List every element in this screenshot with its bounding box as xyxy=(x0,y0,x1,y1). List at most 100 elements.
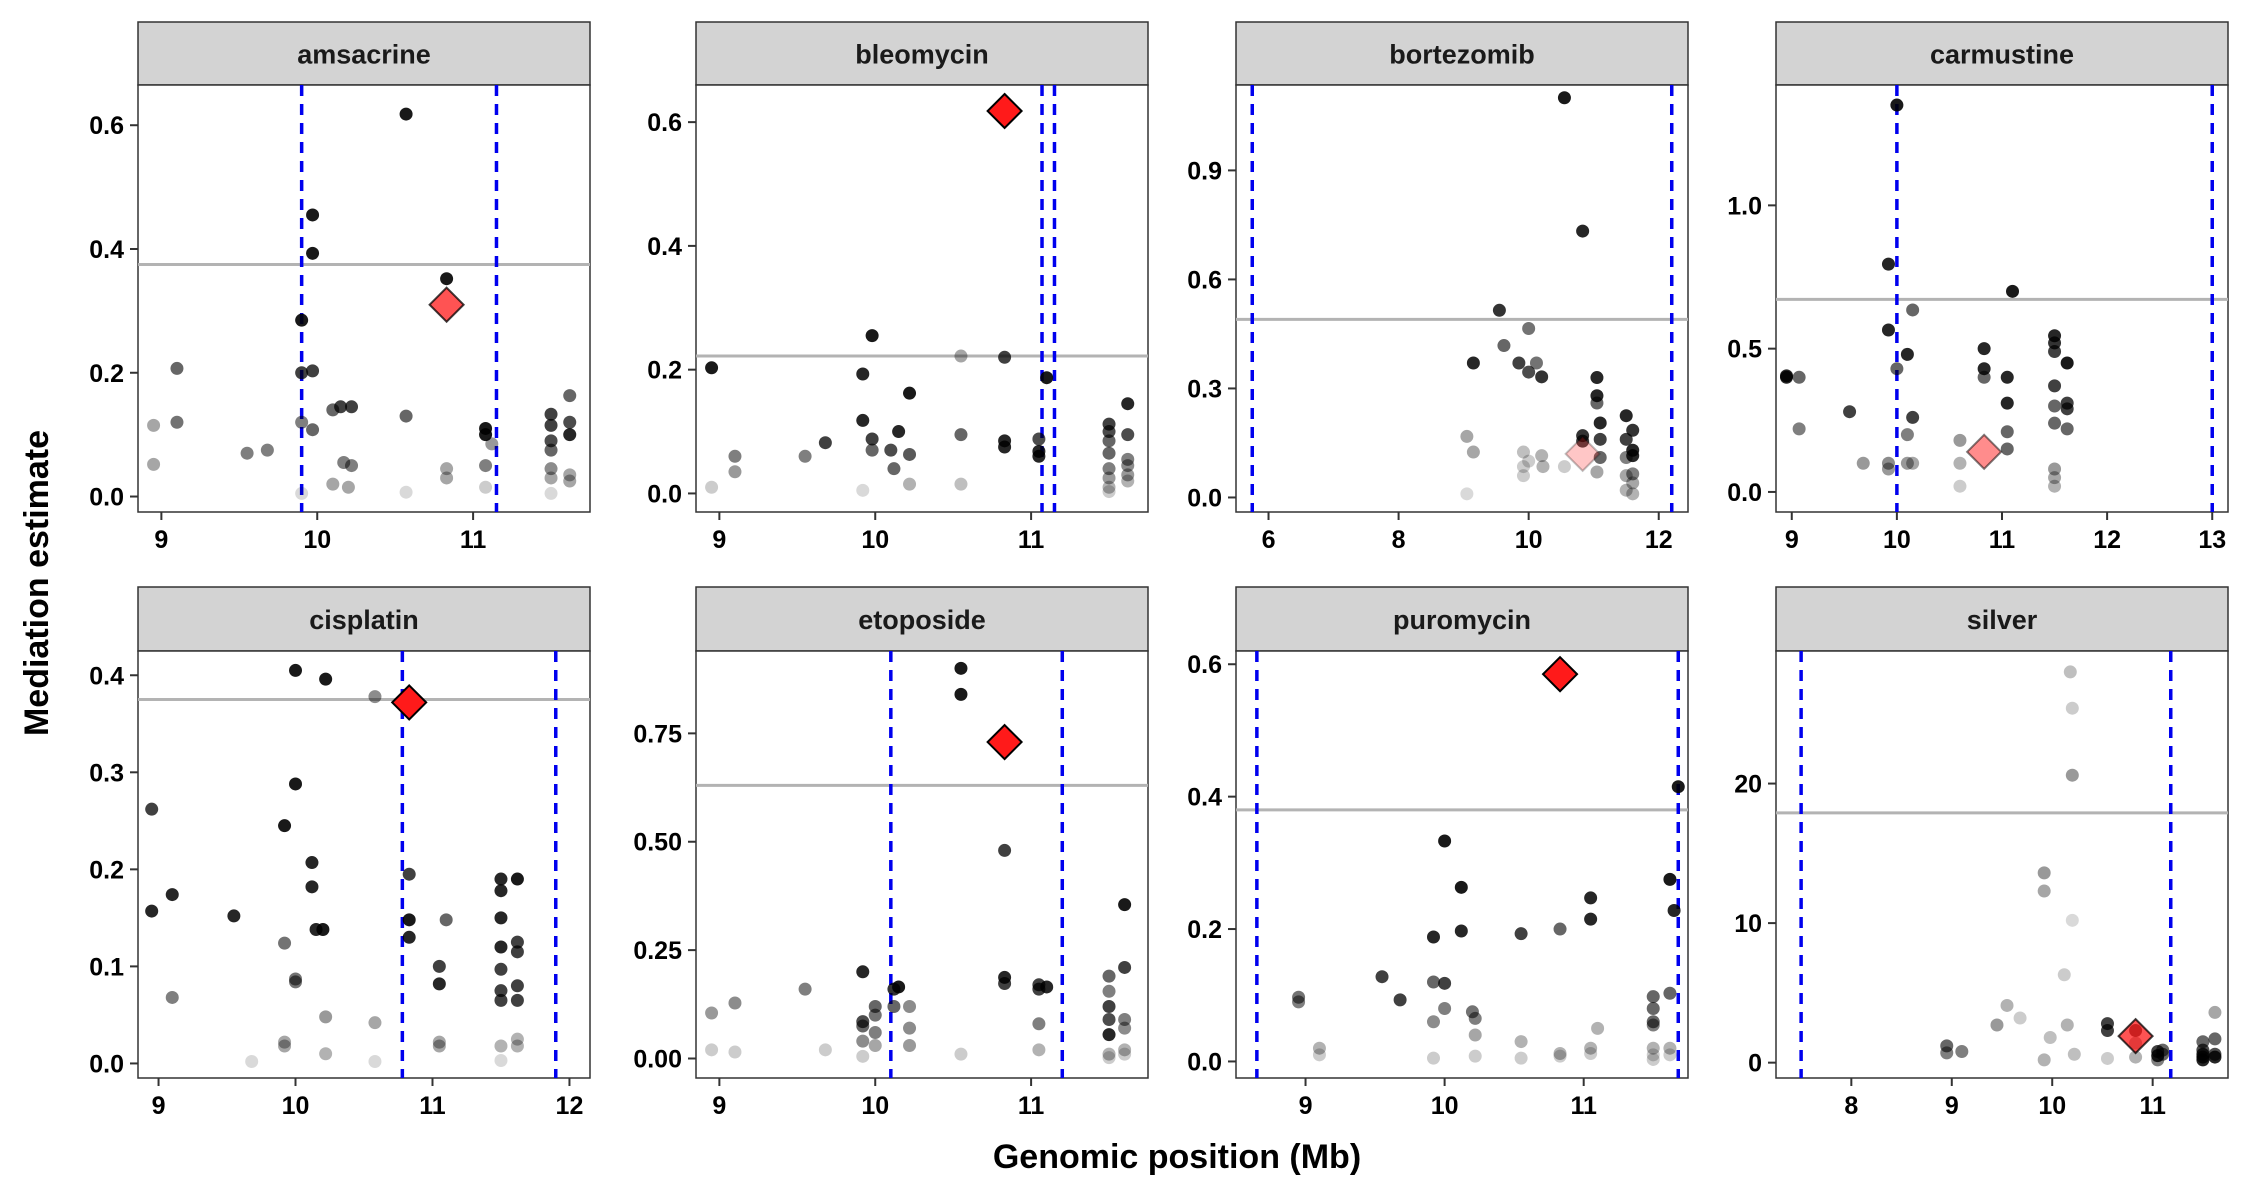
data-point xyxy=(326,477,340,491)
facet-panel-etoposide: etoposide 0.00 0.25 0.50 0.75 9 10 11 xyxy=(633,586,1149,1120)
data-point xyxy=(494,1039,508,1053)
data-point xyxy=(432,959,446,973)
data-point xyxy=(1460,487,1474,501)
data-point xyxy=(544,443,558,457)
data-point xyxy=(1514,1035,1528,1049)
data-point xyxy=(1121,428,1135,442)
y-tick-label: 0.2 xyxy=(89,856,124,884)
data-point xyxy=(1393,993,1407,1007)
data-point xyxy=(2060,356,2074,370)
facet-strip xyxy=(695,21,1149,86)
data-point xyxy=(2196,1053,2210,1067)
data-point xyxy=(1102,462,1116,476)
data-point xyxy=(563,415,577,429)
data-point xyxy=(1536,460,1550,474)
data-point xyxy=(165,990,179,1004)
x-tick-label: 9 xyxy=(1945,1092,1959,1120)
data-point xyxy=(1953,433,1967,447)
data-point xyxy=(368,1016,382,1030)
data-point xyxy=(278,1035,292,1049)
data-point xyxy=(494,872,508,886)
y-tick-label: 0.2 xyxy=(1187,916,1222,944)
data-point xyxy=(1619,409,1633,423)
data-point xyxy=(2037,866,2051,880)
data-point xyxy=(1626,423,1640,437)
data-point xyxy=(1593,450,1607,464)
x-tick-label: 8 xyxy=(1392,526,1406,554)
data-point xyxy=(1121,459,1135,473)
data-point xyxy=(432,977,446,991)
data-point xyxy=(1663,872,1677,886)
y-tick-label: 0.3 xyxy=(89,759,124,787)
data-point xyxy=(399,409,413,423)
data-point xyxy=(1576,434,1590,448)
data-point xyxy=(1535,370,1549,384)
facet-strip-label: amsacrine xyxy=(297,40,431,70)
data-point xyxy=(2065,768,2079,782)
data-point xyxy=(868,1025,882,1039)
data-point xyxy=(2000,370,2014,384)
data-point xyxy=(1032,449,1046,463)
x-tick-label: 11 xyxy=(1018,1092,1045,1120)
data-point xyxy=(1667,904,1681,918)
facet-panel-cisplatin: cisplatin 0.0 0.1 0.2 0.3 0.4 9 10 11 12 xyxy=(89,586,591,1120)
facet-panel-bortezomib: bortezomib 0.0 0.3 0.6 0.9 6 8 10 12 xyxy=(1187,21,1689,554)
data-point xyxy=(2060,1018,2074,1032)
data-point xyxy=(295,486,309,500)
data-point xyxy=(510,872,524,886)
data-point xyxy=(1118,1047,1132,1061)
data-point xyxy=(954,477,968,491)
data-point xyxy=(402,930,416,944)
data-point xyxy=(1626,476,1640,490)
x-tick-label: 10 xyxy=(282,1092,310,1120)
data-point xyxy=(1553,922,1567,936)
data-point xyxy=(1118,1043,1132,1057)
data-point xyxy=(432,1035,446,1049)
x-tick-label: 12 xyxy=(2093,526,2121,554)
data-point xyxy=(1102,480,1116,494)
panels-group: amsacrine 0.0 0.2 0.4 0.6 9 10 11 bleomycin 0.0 0.… xyxy=(89,21,2229,1120)
x-tick-label: 13 xyxy=(2198,526,2226,554)
y-tick-label: 0.9 xyxy=(1187,157,1222,185)
y-tick-label: 0.25 xyxy=(633,937,682,965)
data-point xyxy=(2065,913,2079,927)
data-point xyxy=(1102,425,1116,439)
data-point xyxy=(2208,1032,2222,1046)
data-point xyxy=(1906,456,1920,470)
data-point xyxy=(1522,365,1536,379)
data-point xyxy=(1626,467,1640,481)
x-tick-label: 9 xyxy=(712,526,726,554)
facet-strip-label: etoposide xyxy=(858,605,986,635)
data-point xyxy=(1460,429,1474,443)
x-tick-label: 9 xyxy=(1299,1092,1313,1120)
data-point xyxy=(856,1034,870,1048)
data-point xyxy=(705,480,719,494)
y-tick-label: 0.6 xyxy=(647,109,682,137)
data-point xyxy=(316,923,330,937)
data-point xyxy=(1492,303,1506,317)
y-tick-label: 0.0 xyxy=(647,480,682,508)
x-tick-label: 9 xyxy=(712,1092,726,1120)
data-point xyxy=(260,443,274,457)
data-point xyxy=(1466,445,1480,459)
x-tick-label: 9 xyxy=(152,1092,166,1120)
data-point xyxy=(2000,396,2014,410)
data-point xyxy=(544,471,558,485)
data-point xyxy=(1843,405,1857,419)
data-point xyxy=(887,999,901,1013)
y-tick-label: 0.6 xyxy=(89,112,124,140)
data-point xyxy=(1426,1015,1440,1029)
data-point xyxy=(432,1039,446,1053)
y-tick-label: 0.6 xyxy=(1187,266,1222,294)
data-point xyxy=(856,1049,870,1063)
data-point xyxy=(544,434,558,448)
data-point xyxy=(479,480,493,494)
data-point xyxy=(485,437,499,451)
data-point xyxy=(295,415,309,429)
data-point xyxy=(2048,416,2062,430)
panel-frame xyxy=(1235,650,1689,1079)
data-point xyxy=(1890,98,1904,112)
data-point xyxy=(1792,370,1806,384)
data-point xyxy=(1584,1047,1598,1061)
data-point xyxy=(1102,434,1116,448)
